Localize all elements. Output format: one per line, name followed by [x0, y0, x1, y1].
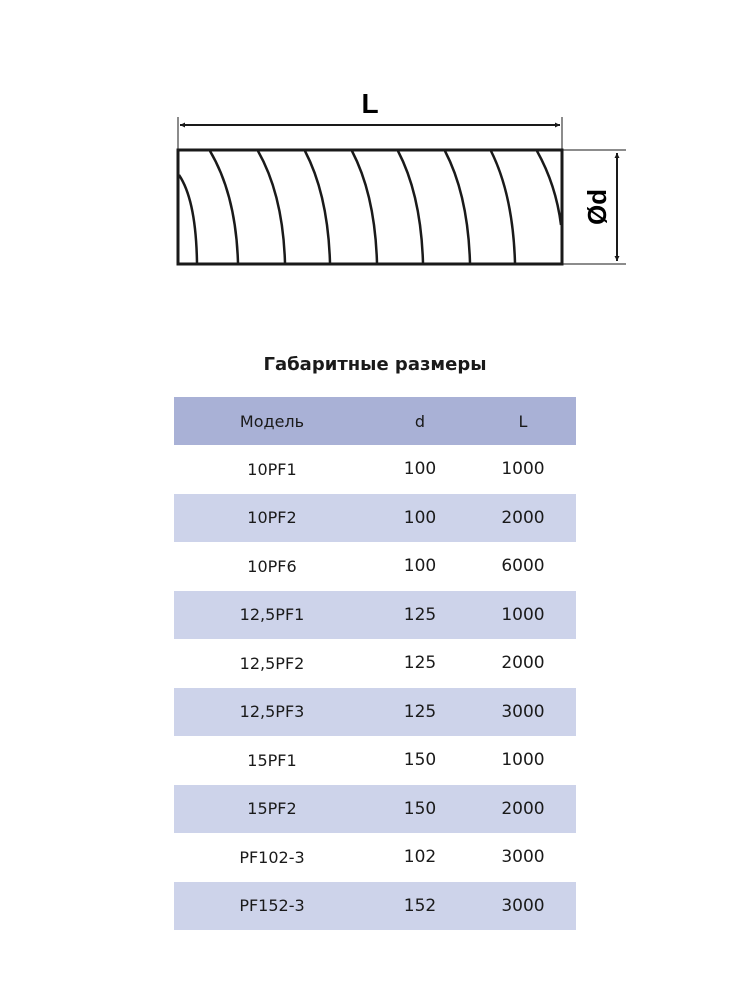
header-d: d: [370, 397, 470, 445]
cell-model: 12,5PF3: [174, 687, 370, 736]
table-row: 10PF6 100 6000: [174, 542, 576, 591]
duct-dimension-drawing: L Ød: [176, 88, 626, 266]
cell-l: 2000: [501, 653, 545, 674]
table-row: 15PF1 150 1000: [174, 736, 576, 785]
cell-l: 1000: [470, 590, 576, 639]
cell-model: 15PF1: [247, 750, 297, 770]
cell-d: 150: [370, 784, 470, 833]
table-row: PF152-3 152 3000: [174, 881, 576, 930]
cell-d: 152: [370, 881, 470, 930]
cell-l: 3000: [501, 847, 545, 868]
cell-d: 100: [403, 459, 437, 480]
table-row: 10PF2 100 2000: [174, 493, 576, 542]
header-l: L: [470, 397, 576, 445]
table-row: 10PF1 100 1000: [174, 445, 576, 494]
length-label: L: [361, 88, 378, 119]
dimensions-table: Модель d L 10PF1 100 1000 10PF2 100 2000 10PF6…: [174, 397, 576, 930]
header-model: Модель: [174, 397, 370, 445]
cell-model: 10PF2: [174, 493, 370, 542]
cell-l: 1000: [501, 750, 545, 771]
cell-d: 125: [370, 590, 470, 639]
cell-model: 10PF1: [247, 459, 297, 479]
table-row: 12,5PF2 125 2000: [174, 639, 576, 688]
cell-model: 12,5PF1: [174, 590, 370, 639]
cell-l: 3000: [470, 881, 576, 930]
cell-d: 100: [370, 493, 470, 542]
cell-l: 1000: [501, 459, 545, 480]
cell-d: 100: [403, 556, 437, 577]
duct-outline: [176, 148, 564, 266]
cell-l: 2000: [470, 493, 576, 542]
cell-l: 3000: [470, 687, 576, 736]
cell-model: PF102-3: [239, 847, 305, 867]
cell-d: 125: [403, 653, 437, 674]
table-header-row: Модель d L: [174, 397, 576, 445]
cell-model: 15PF2: [174, 784, 370, 833]
table-row: 15PF2 150 2000: [174, 784, 576, 833]
table-row: 12,5PF1 125 1000: [174, 590, 576, 639]
cell-l: 2000: [470, 784, 576, 833]
cell-d: 150: [403, 750, 437, 771]
duct-spiral: [177, 150, 563, 264]
cell-d: 102: [403, 847, 437, 868]
diameter-label: Ød: [582, 189, 612, 225]
table-row: 12,5PF3 125 3000: [174, 687, 576, 736]
table-row: PF102-3 102 3000: [174, 833, 576, 882]
cell-d: 125: [370, 687, 470, 736]
table-title: Габаритные размеры: [263, 354, 487, 375]
cell-model: PF152-3: [174, 881, 370, 930]
cell-model: 10PF6: [247, 556, 297, 576]
cell-model: 12,5PF2: [239, 653, 305, 673]
cell-l: 6000: [501, 556, 545, 577]
